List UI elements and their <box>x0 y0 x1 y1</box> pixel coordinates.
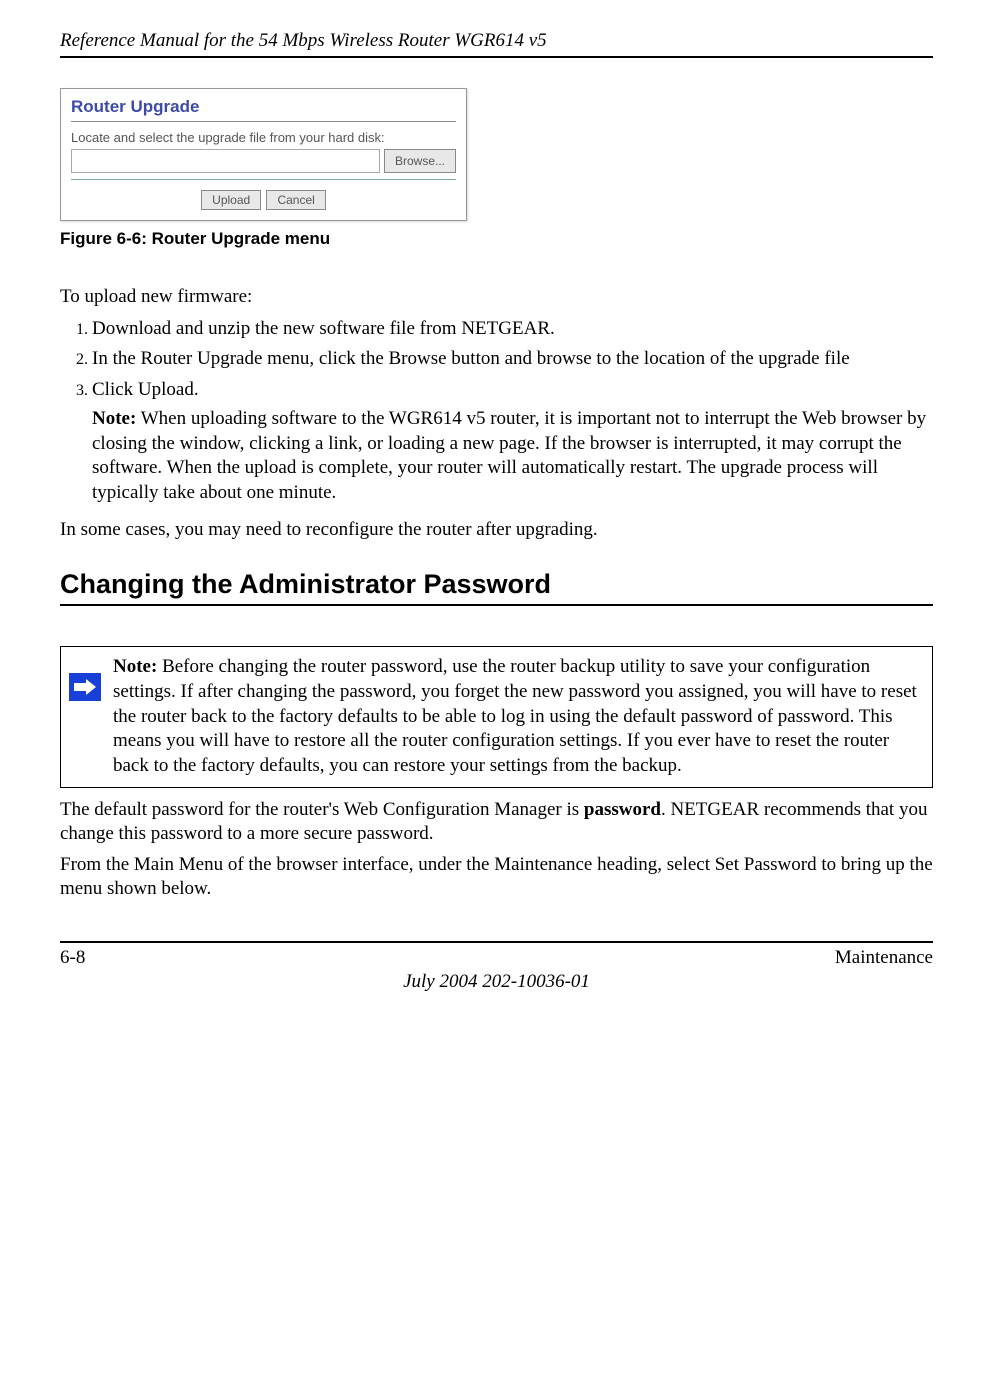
header-rule <box>60 56 933 58</box>
footer-section: Maintenance <box>835 947 933 969</box>
note-box: Note: Before changing the router passwor… <box>60 646 933 787</box>
screenshot-panel-title: Router Upgrade <box>61 89 466 121</box>
screenshot-separator <box>71 179 456 180</box>
intro-paragraph: To upload new firmware: <box>60 285 933 309</box>
figure-caption: Figure 6-6: Router Upgrade menu <box>60 229 933 249</box>
screenshot-instruction: Locate and select the upgrade file from … <box>61 130 466 149</box>
note-text: Note: Before changing the router passwor… <box>109 647 932 786</box>
router-upgrade-screenshot: Router Upgrade Locate and select the upg… <box>60 88 467 221</box>
note-icon-cell <box>61 647 109 786</box>
step-3-note-label: Note: <box>92 408 136 429</box>
section-heading: Changing the Administrator Password <box>60 569 933 600</box>
step-3-note-text: When uploading software to the WGR614 v5… <box>92 408 926 503</box>
browse-button[interactable]: Browse... <box>384 149 456 173</box>
default-password-paragraph: The default password for the router's We… <box>60 798 933 846</box>
step-3-note: Note: When uploading software to the WGR… <box>92 407 933 506</box>
para1-bold: password <box>584 799 661 820</box>
step-1: Download and unzip the new software file… <box>92 317 933 342</box>
cancel-button[interactable]: Cancel <box>266 190 325 210</box>
step-3-text: Click Upload. <box>92 379 199 400</box>
upload-button[interactable]: Upload <box>201 190 261 210</box>
note-body: Before changing the router password, use… <box>113 656 917 776</box>
step-3: Click Upload. Note: When uploading softw… <box>92 378 933 505</box>
footer-rule <box>60 941 933 943</box>
page-footer: 6-8 Maintenance July 2004 202-10036-01 <box>60 941 933 993</box>
screenshot-title-underline <box>71 121 456 122</box>
set-password-paragraph: From the Main Menu of the browser interf… <box>60 853 933 901</box>
post-steps-paragraph: In some cases, you may need to reconfigu… <box>60 518 933 542</box>
steps-list: Download and unzip the new software file… <box>60 317 933 506</box>
running-header: Reference Manual for the 54 Mbps Wireles… <box>60 30 933 52</box>
arrow-right-icon <box>69 673 101 701</box>
footer-date-line: July 2004 202-10036-01 <box>60 971 933 993</box>
para1-a: The default password for the router's We… <box>60 799 584 820</box>
upgrade-file-input[interactable] <box>71 149 380 173</box>
step-2: In the Router Upgrade menu, click the Br… <box>92 347 933 372</box>
page-number: 6-8 <box>60 947 85 969</box>
note-label: Note: <box>113 656 157 677</box>
section-rule <box>60 604 933 606</box>
